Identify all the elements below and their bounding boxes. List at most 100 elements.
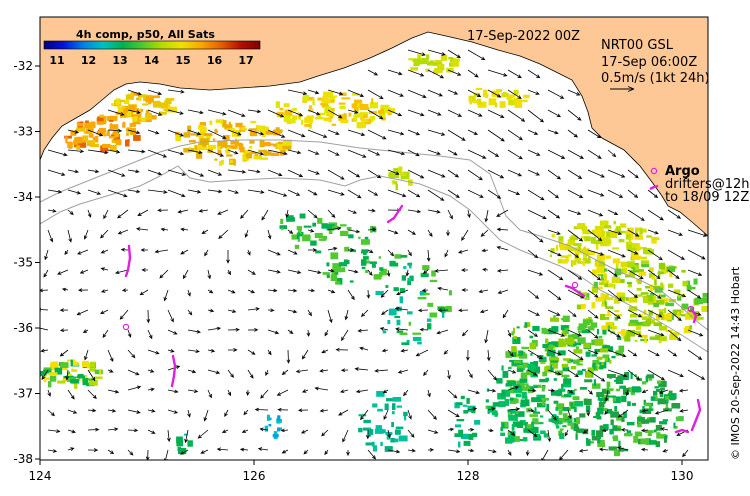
sst-cell [603,398,606,404]
sst-cell [315,250,322,254]
sst-cell [575,428,583,433]
sst-cell [656,432,661,439]
sst-cell [619,223,627,228]
sst-cell [234,144,238,147]
sst-cell [471,432,478,437]
current-vector [367,129,387,140]
current-vector [427,149,441,155]
current-vector [467,109,483,117]
argo-legend-marker [650,167,658,175]
sst-cell [669,334,678,340]
sst-cell [317,97,323,101]
current-vector [380,289,389,298]
current-vector [127,409,141,414]
current-vector [67,389,75,400]
date-label: 17-Sep-2022 00Z [467,29,580,44]
current-vector [547,409,557,421]
current-vector [647,289,662,299]
sst-cell [456,402,463,406]
sst-cell [521,392,527,399]
sst-cell [341,267,346,273]
current-vector [167,149,185,156]
current-vector [587,269,602,281]
current-vector [647,269,661,280]
sst-cell [600,237,608,241]
current-vector [139,289,149,296]
sst-cell [545,338,549,344]
sst-cell [650,284,654,292]
current-vector [140,248,148,252]
sst-cell [530,353,533,356]
current-vector [207,326,222,331]
sst-cell [138,108,142,115]
current-vector [366,289,371,299]
current-vector [447,129,466,141]
sst-cell [574,400,584,407]
current-vector [177,209,189,214]
current-vector [307,109,321,116]
sst-cell [335,281,341,285]
current-vector [260,389,269,399]
sst-cell [125,139,130,147]
sst-cell [78,123,84,127]
sst-cell [390,172,399,179]
sst-cell [248,128,257,131]
current-info: NRT00 GSL 17-Sep 06:00Z 0.5m/s (1kt 24h) [601,38,710,92]
current-vector [247,169,261,174]
sst-cell [587,367,594,374]
current-vector [567,349,584,361]
sst-cell [519,353,528,359]
sst-cell [701,297,708,304]
current-vector [547,349,562,356]
sst-cell [694,311,700,318]
current-vector [647,369,666,381]
current-vector [446,230,450,237]
sst-cell [515,384,522,388]
sst-cell [658,262,665,270]
sst-cell [390,437,395,443]
sst-cell [616,262,619,266]
current-vector [103,209,109,220]
sst-cell [516,326,520,329]
current-vector [167,309,174,323]
current-vector [204,249,209,257]
sst-cell [651,237,660,240]
sst-cell [458,429,463,435]
sst-cell [640,292,649,295]
sst-cell [410,67,419,71]
sst-cell [690,310,694,316]
sst-cell [259,157,268,160]
sst-cell [623,411,627,419]
sst-cell [641,316,648,320]
sst-cell [564,246,572,251]
sst-cell [279,225,288,229]
current-vector [687,329,704,337]
current-vector [287,169,304,177]
current-vector [247,349,256,355]
sst-cell [628,272,636,278]
current-vector [507,349,514,357]
sst-cell [417,296,427,300]
sst-cell [562,425,567,428]
sst-cell [440,309,446,313]
sst-cell [622,388,629,395]
current-vector [187,289,191,297]
current-vector [147,89,163,96]
sst-cell [585,231,595,235]
sst-cell [617,336,622,340]
sst-cell [623,389,628,392]
current-vector [287,149,302,155]
sst-cell [513,437,519,442]
sst-cell [604,282,608,287]
current-vector [327,189,345,196]
sst-cell [585,405,591,413]
sst-cell [379,267,384,271]
sst-cell [597,396,600,401]
current-vector [607,249,626,258]
sst-cell [550,248,555,254]
sst-cell [510,410,513,415]
sst-cell [507,430,510,436]
current-vector [347,109,359,114]
sst-cell [124,99,130,104]
sst-cell [219,141,228,148]
